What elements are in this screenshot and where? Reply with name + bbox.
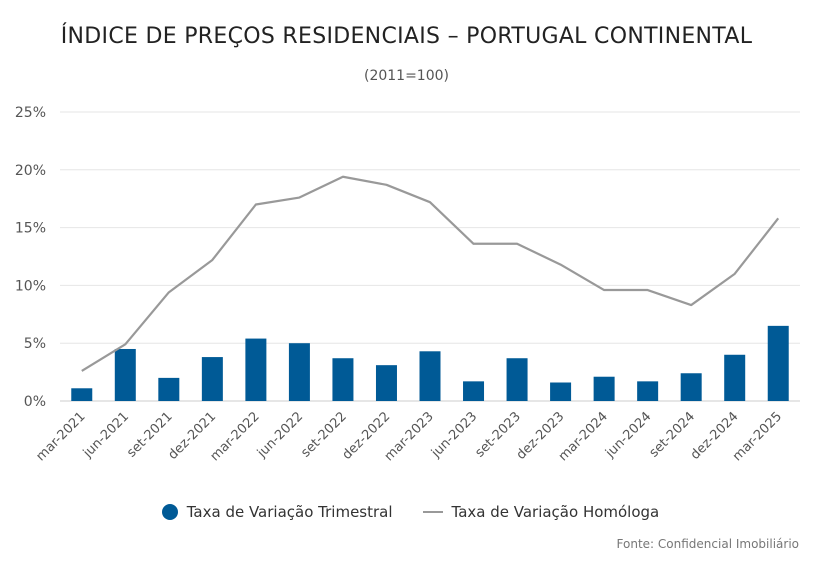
x-axis: mar-2021jun-2021set-2021dez-2021mar-2022… [33,409,785,464]
bar [680,373,702,401]
bar [245,338,267,401]
legend-label-homologa: Taxa de Variação Homóloga [451,503,660,521]
bar [724,354,746,401]
x-tick-label: mar-2021 [33,409,88,464]
legend-item-homologa[interactable]: Taxa de Variação Homóloga [422,503,660,521]
y-tick-label: 15% [15,221,46,237]
y-tick-label: 25% [15,105,46,121]
bar [375,365,397,401]
bar [288,343,310,401]
x-tick-label: jun-2021 [80,409,132,461]
y-tick-label: 20% [15,163,46,179]
x-tick-label: jun-2023 [428,409,480,461]
y-tick-label: 10% [15,278,46,294]
x-tick-label: jun-2022 [254,409,306,461]
legend-label-trimestral: Taxa de Variação Trimestral [186,503,393,521]
chart-subtitle: (2011=100) [363,68,449,84]
bar [593,376,615,401]
bar [767,325,789,401]
chart-plot: 0% 5% 10% 15% 20% 25% mar-2021jun-2021set-202… [15,105,800,464]
legend-line-swatch [422,511,443,513]
series-line [81,175,780,372]
line-series [81,175,780,372]
x-tick-label: jun-2024 [602,409,654,461]
chart-title: ÍNDICE DE PREÇOS RESIDENCIAIS – PORTUGAL… [60,24,753,49]
legend: Taxa de Variação Trimestral Taxa de Vari… [0,503,821,521]
bar [550,382,572,401]
bar [419,351,441,401]
legend-item-trimestral[interactable]: Taxa de Variação Trimestral [161,503,393,521]
y-tick-label: 5% [24,336,46,352]
bar [332,358,354,401]
legend-bar-swatch [161,504,178,520]
bar-series [71,325,789,401]
bar [71,388,93,401]
bar [114,348,136,401]
bar [158,377,180,401]
bar [637,381,659,401]
y-tick-label: 0% [24,394,46,410]
y-axis: 0% 5% 10% 15% 20% 25% [15,105,46,410]
bar [201,357,223,401]
bar [506,358,528,401]
bar [463,381,485,401]
source-note: Fonte: Confidencial Imobiliário [616,537,799,551]
